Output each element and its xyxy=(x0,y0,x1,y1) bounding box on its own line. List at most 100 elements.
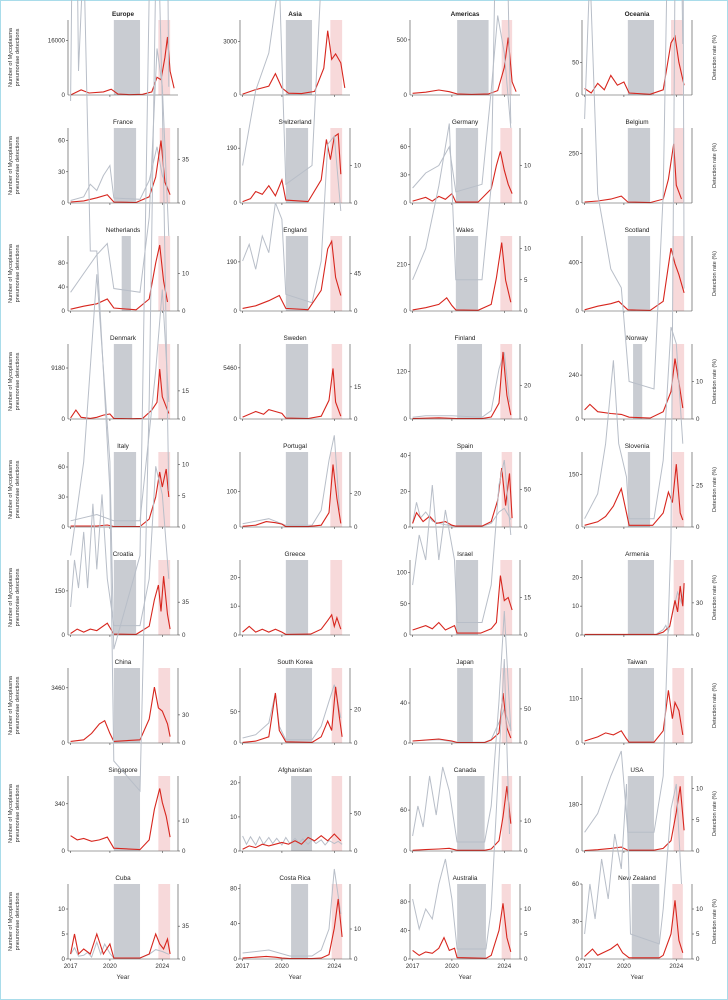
y-tick-label: 0 xyxy=(576,524,580,531)
recent-period-shade xyxy=(501,776,513,851)
recent-period-shade xyxy=(500,344,513,419)
npi-period-shade xyxy=(285,20,313,95)
right-tick-label: 15 xyxy=(524,595,531,602)
recent-period-shade xyxy=(158,452,171,527)
detection-rate-line xyxy=(242,684,342,741)
y-tick-label: 240 xyxy=(569,372,580,379)
y-tick-label: 0 xyxy=(576,200,580,207)
right-tick-label: 50 xyxy=(524,487,531,494)
recent-period-shade xyxy=(158,668,171,743)
y-tick-label: 340 xyxy=(55,801,66,808)
detections-line xyxy=(242,833,342,850)
y-tick-label: 40 xyxy=(400,700,407,707)
right-tick-label: 10 xyxy=(524,818,531,825)
right-tick-label: 35 xyxy=(182,923,189,930)
panel-south-korea: South Korea 50 0 0 20 xyxy=(230,659,361,747)
y-tick-label: 50 xyxy=(572,59,579,66)
panel-title: Europe xyxy=(112,11,134,18)
x-tick-label: 2017 xyxy=(406,963,420,970)
right-tick-label: 0 xyxy=(182,740,186,747)
recent-period-shade xyxy=(500,128,513,203)
right-tick-label: 10 xyxy=(354,163,361,170)
right-tick-label: 0 xyxy=(354,956,358,963)
recent-period-shade xyxy=(158,776,171,851)
npi-period-shade xyxy=(627,452,651,527)
npi-period-shade xyxy=(285,452,309,527)
right-tick-label: 0 xyxy=(182,848,186,855)
y-tick-label: 50 xyxy=(400,601,407,608)
y-axis-label: Number of Mycoplasmapneumoniae detection… xyxy=(8,783,21,843)
y-axis-label-line1: Number of Mycoplasma xyxy=(8,135,14,195)
panel-title: Belgium xyxy=(625,119,648,126)
detection-rate-line xyxy=(412,610,512,843)
right-tick-label: 0 xyxy=(696,524,700,531)
recent-period-shade xyxy=(672,668,685,743)
panel-scotland: Scotland 400 0 Detection rate (%) xyxy=(569,227,718,315)
detections-line xyxy=(412,786,512,851)
right-tick-label: 0 xyxy=(182,632,186,639)
y-tick-label: 0 xyxy=(234,92,238,99)
panel-title: New Zealand xyxy=(618,875,656,882)
panel-title: Singapore xyxy=(108,767,138,774)
right-tick-label: 30 xyxy=(696,600,703,607)
right-tick-label: 0 xyxy=(354,740,358,747)
y-tick-label: 3460 xyxy=(51,685,65,692)
panel-title: Wales xyxy=(456,227,474,234)
y-axis-label: Number of Mycoplasmapneumoniae detection… xyxy=(8,567,21,627)
x-tick-label: 2020 xyxy=(617,963,631,970)
right-tick-label: 10 xyxy=(696,379,703,386)
y-tick-label: 10 xyxy=(230,603,237,610)
detections-line xyxy=(242,239,342,311)
y-axis-label-line2: pneumoniae detections xyxy=(15,352,21,410)
recent-period-shade xyxy=(330,20,343,95)
detection-rate-line xyxy=(70,0,170,793)
panel-new-zealand: New Zealand 0 30 60 0 5 10 2017 2020 2024 Year Dete… xyxy=(572,783,718,981)
y-tick-label: 110 xyxy=(569,695,579,702)
panel-title: Greece xyxy=(285,551,306,558)
y-tick-label: 10 xyxy=(58,906,65,913)
y-axis-label: Number of Mycoplasmapneumoniae detection… xyxy=(8,351,21,411)
y-tick-label: 0 xyxy=(234,956,238,963)
recent-period-shade xyxy=(159,128,171,203)
recent-period-shade xyxy=(330,128,343,203)
npi-period-shade xyxy=(113,776,141,851)
detections-line xyxy=(584,358,684,419)
right-tick-label: 0 xyxy=(182,416,186,423)
y-tick-label: 0 xyxy=(404,200,408,207)
npi-period-shade xyxy=(291,884,309,959)
right-axis-label: Detection rate (%) xyxy=(712,791,718,836)
y-tick-label: 0 xyxy=(404,524,408,531)
y-axis-label-line1: Number of Mycoplasma xyxy=(8,783,14,843)
recent-period-shade xyxy=(158,560,171,635)
right-axis-label: Detection rate (%) xyxy=(712,143,718,188)
y-tick-label: 400 xyxy=(569,260,580,267)
panel-switzerland: Switzerland 190 0 0 10 xyxy=(227,0,361,207)
right-tick-label: 5 xyxy=(524,931,528,938)
y-tick-label: 250 xyxy=(569,151,580,158)
right-tick-label: 0 xyxy=(182,956,186,963)
y-tick-label: 0 xyxy=(234,200,238,207)
y-tick-label: 0 xyxy=(234,416,238,423)
y-tick-label: 150 xyxy=(569,472,580,479)
panel-belgium: Belgium 250 0 Detection rate (%) xyxy=(569,119,718,207)
detection-rate-line xyxy=(584,0,684,390)
right-tick-label: 5 xyxy=(696,931,700,938)
detections-line xyxy=(242,368,342,420)
right-tick-label: 0 xyxy=(354,848,358,855)
x-tick-label: 2024 xyxy=(327,963,341,970)
recent-period-shade xyxy=(158,884,171,959)
right-tick-label: 5 xyxy=(524,277,528,284)
y-tick-label: 500 xyxy=(397,37,408,44)
right-tick-label: 0 xyxy=(524,416,528,423)
y-tick-label: 20 xyxy=(400,488,407,495)
y-axis-label: Number of Mycoplasmapneumoniae detection… xyxy=(8,27,21,87)
y-tick-label: 0 xyxy=(404,416,408,423)
panel-title: Italy xyxy=(117,443,130,450)
y-axis-label-line1: Number of Mycoplasma xyxy=(8,243,14,303)
recent-period-shade xyxy=(331,668,343,743)
y-tick-label: 0 xyxy=(404,308,408,315)
right-tick-label: 0 xyxy=(354,200,358,207)
